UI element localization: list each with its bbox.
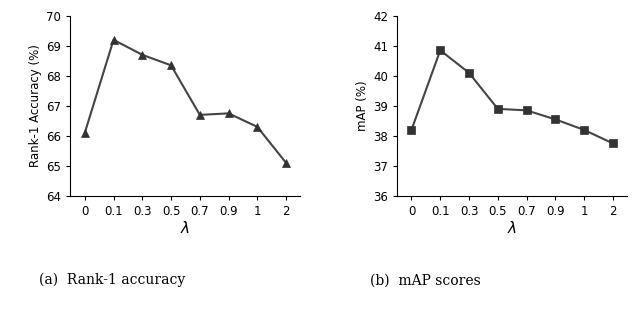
- X-axis label: λ: λ: [508, 221, 516, 236]
- Text: (a)  Rank-1 accuracy: (a) Rank-1 accuracy: [39, 273, 185, 287]
- Text: (b)  mAP scores: (b) mAP scores: [370, 273, 481, 287]
- Y-axis label: Rank-1 Accuracy (%): Rank-1 Accuracy (%): [29, 45, 42, 167]
- X-axis label: λ: λ: [181, 221, 190, 236]
- Y-axis label: mAP (%): mAP (%): [356, 81, 369, 131]
